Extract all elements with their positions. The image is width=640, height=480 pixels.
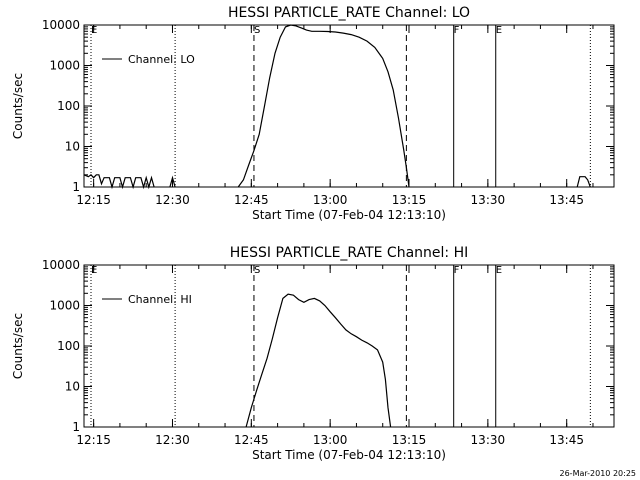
series-line [83, 173, 155, 190]
y-tick-label: 10000 [42, 258, 80, 272]
chart-panel-hi: HESSI PARTICLE_RATE Channel: HI 1 10 100 100… [11, 245, 615, 462]
y-axis: 1 10 100 1000 10000 [42, 18, 614, 194]
marker-label: E [496, 265, 502, 276]
x-tick-label: 13:15 [392, 193, 427, 207]
x-tick-label: 12:45 [234, 193, 269, 207]
x-tick-label: 13:30 [471, 193, 506, 207]
y-tick-label: 100 [57, 99, 80, 113]
data-series [245, 293, 392, 428]
x-tick-label: 13:30 [471, 433, 506, 447]
x-tick-label: 13:00 [313, 193, 348, 207]
marker-label: S [254, 265, 260, 276]
legend: Channel: LO [102, 53, 195, 66]
footer-timestamp: 26-Mar-2010 20:25 [559, 469, 637, 478]
marker-label: F [454, 25, 460, 36]
plot-frame [83, 264, 615, 428]
x-tick-label: 12:30 [155, 193, 190, 207]
series-line [169, 175, 176, 188]
y-tick-label: 10 [65, 140, 80, 154]
y-tick-label: 1 [72, 180, 80, 194]
legend: Channel: HI [102, 293, 192, 306]
marker-label: E [91, 25, 97, 36]
y-tick-label: 100 [57, 339, 80, 353]
y-tick-label: 1000 [49, 59, 80, 73]
y-axis: 1 10 100 1000 10000 [42, 258, 614, 434]
chart-title: HESSI PARTICLE_RATE Channel: HI [230, 245, 468, 261]
x-tick-label: 13:45 [549, 193, 584, 207]
marker-label: S [254, 25, 260, 36]
x-tick-label: 12:45 [234, 433, 269, 447]
y-axis-label: Counts/sec [11, 73, 25, 139]
chart-title: HESSI PARTICLE_RATE Channel: LO [228, 5, 470, 21]
marker-label: E [91, 265, 97, 276]
x-tick-label: 13:15 [392, 433, 427, 447]
series-line [237, 24, 410, 188]
y-tick-label: 1000 [49, 299, 80, 313]
y-tick-label: 1 [72, 420, 80, 434]
x-axis: 12:15 12:30 12:45 13:00 13:15 13:30 13:45 [76, 265, 594, 447]
marker-label: F [454, 265, 460, 276]
x-axis-label: Start Time (07-Feb-04 12:13:10) [252, 208, 446, 222]
x-axis: 12:15 12:30 12:45 13:00 13:15 13:30 13:45 [76, 25, 594, 207]
legend-label: Channel: HI [128, 293, 192, 306]
y-axis-label: Counts/sec [11, 313, 25, 379]
y-tick-label: 10 [65, 380, 80, 394]
plot-frame [83, 24, 615, 188]
data-series [83, 24, 591, 190]
x-tick-label: 12:30 [155, 433, 190, 447]
series-line [576, 176, 591, 188]
legend-label: Channel: LO [128, 53, 195, 66]
x-tick-label: 13:00 [313, 433, 348, 447]
x-tick-label: 12:15 [76, 433, 111, 447]
x-tick-label: 12:15 [76, 193, 111, 207]
chart-panel-lo: HESSI PARTICLE_RATE Channel: LO 1 10 100 100… [11, 5, 615, 222]
y-tick-label: 10000 [42, 18, 80, 32]
x-axis-label: Start Time (07-Feb-04 12:13:10) [252, 448, 446, 462]
x-tick-label: 13:45 [549, 433, 584, 447]
marker-label: E [496, 25, 502, 36]
series-line [245, 293, 392, 428]
